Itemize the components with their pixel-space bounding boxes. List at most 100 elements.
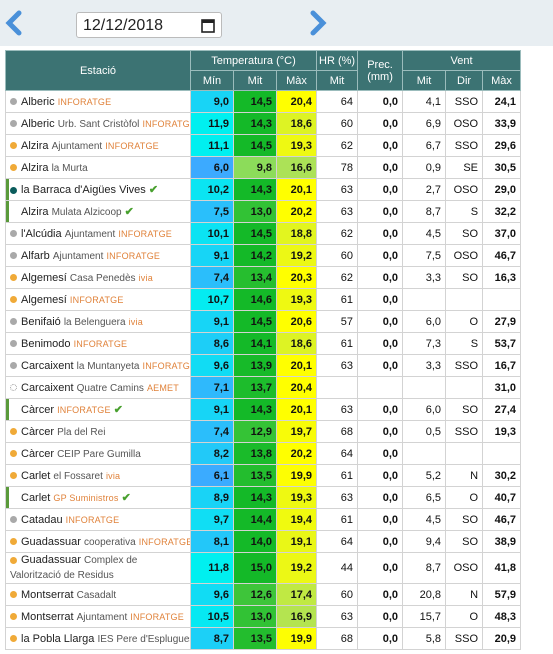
station-source: INFORATGE [118,228,172,239]
station-cell: Algemesí INFORATGE [5,288,191,311]
value-cell: 14,5 [233,90,277,113]
status-dot [10,538,17,546]
value-cell: 14,3 [233,178,277,201]
value-cell: 18,6 [275,112,318,135]
value-cell: 0,0 [357,310,404,333]
date-input[interactable]: 12/12/2018 [76,12,222,38]
value-cell: 64 [316,530,359,553]
value-cell: 17,4 [275,583,318,606]
value-cell: 64 [316,90,359,113]
value-cell: 19,3 [275,486,318,509]
value-cell: S [445,200,484,223]
value-cell: 0,0 [357,156,404,179]
status-dot [10,318,17,326]
value-cell: 60 [316,244,359,267]
value-cell: 0,0 [357,222,404,245]
value-cell [316,376,359,399]
header-temperature: Temperatura (°C) [189,50,318,71]
calendar-icon[interactable] [201,18,215,33]
next-day[interactable] [308,10,328,36]
value-cell: 48,3 [482,605,522,628]
station-detail: CEIP Pare Gumilla [57,448,141,460]
value-cell: 14,3 [233,112,277,135]
station-detail: Mulata Alzicoop [51,207,122,218]
station-name: Alberic [21,95,55,108]
value-cell: 9,0 [190,90,234,113]
value-cell: 10,7 [190,288,234,311]
value-cell [445,288,484,311]
value-cell: 20,9 [482,627,522,650]
value-cell: 0,0 [357,552,404,584]
station-source: INFORATGE [105,140,159,151]
value-cell: 6,0 [190,156,234,179]
value-cell: 44 [316,552,359,584]
station-detail: Ajuntament [76,611,128,623]
value-cell: 6,5 [402,486,447,509]
station-row: Alzira la Murta 6,0 9,8 16,6 78 0,0 0,9 SE 30,5 [5,156,522,179]
station-detail: la Belenguera [63,316,126,328]
station-row: Càrcer CEIP Pare Gumilla 8,2 13,8 20,2 64 0,0 [5,442,522,465]
station-cell: Alberic INFORATGE [5,90,191,113]
station-source: INFORATGE [130,611,184,622]
header-sub: Mit [402,70,447,91]
value-cell: SO [445,398,484,421]
value-cell: 0,0 [357,508,404,531]
station-cell: la Pobla Llarga IES Pere d'Esplugues [5,627,191,650]
value-cell: 37,0 [482,222,522,245]
value-cell: 60 [316,583,359,606]
value-cell: 20,2 [275,442,318,465]
value-cell: OSO [445,552,484,584]
status-dot [10,362,17,370]
station-detail: Casadalt [76,589,117,601]
value-cell: 19,3 [275,134,318,157]
station-source: INFORATGE [142,118,190,129]
value-cell: 20,4 [275,376,318,399]
value-cell: 7,4 [190,266,234,289]
station-name: Carlet [21,492,51,504]
value-cell: 0,0 [357,464,404,487]
station-row: Algemesí Casa Penedès ivia 7,4 13,4 20,3 62 0… [5,266,522,289]
status-dot [10,516,17,524]
value-cell: 63 [316,486,359,509]
station-detail: Pla del Rei [57,426,106,438]
station-name: Càrcer [21,404,55,416]
value-cell: 27,4 [482,398,522,421]
value-cell: SSO [445,90,484,113]
value-cell: O [445,605,484,628]
station-cell: Carcaixent Quatre Camins AEMET [5,376,191,399]
station-name: Càrcer [21,447,55,460]
value-cell: 57 [316,310,359,333]
status-dot [10,142,17,150]
station-cell: Alberic Urb. Sant Cristòfol INFORATGE [5,112,191,135]
value-cell: 38,9 [482,530,522,553]
station-detail: cooperativa [84,536,136,548]
value-cell: 4,1 [402,90,447,113]
value-cell: 8,9 [190,486,234,509]
header-sub: Mín [190,70,234,91]
station-row: Benimodo INFORATGE 8,6 14,1 18,6 61 0,0 7,3 S 53… [5,332,522,355]
station-cell: Carlet el Fossaret ivia [5,464,191,487]
value-cell: 13,8 [233,442,277,465]
value-cell: 14,4 [233,508,277,531]
value-cell: 13,5 [233,627,277,650]
header-sub: Mit [233,70,277,91]
check-icon: ✔ [148,184,159,196]
value-cell: 27,9 [482,310,522,333]
value-cell [402,442,447,465]
station-cell: Alzira la Murta [5,156,191,179]
station-cell: Càrcer Pla del Rei [5,420,191,443]
value-cell: 2,7 [402,178,447,201]
value-cell: 20,6 [275,310,318,333]
value-cell [482,288,522,311]
station-name: Montserrat [21,610,74,623]
prev-day[interactable] [4,10,24,36]
value-cell [445,442,484,465]
station-row: Montserrat Ajuntament INFORATGE 10,5 13,0 1… [5,605,522,628]
station-name: Alberic [21,117,55,130]
value-cell: 9,6 [190,354,234,377]
station-row: Carlet el Fossaret ivia 6,1 13,5 19,9 61 0,0 5… [5,464,522,487]
value-cell: 18,8 [275,222,318,245]
value-cell: 19,2 [275,244,318,267]
value-cell: 57,9 [482,583,522,606]
